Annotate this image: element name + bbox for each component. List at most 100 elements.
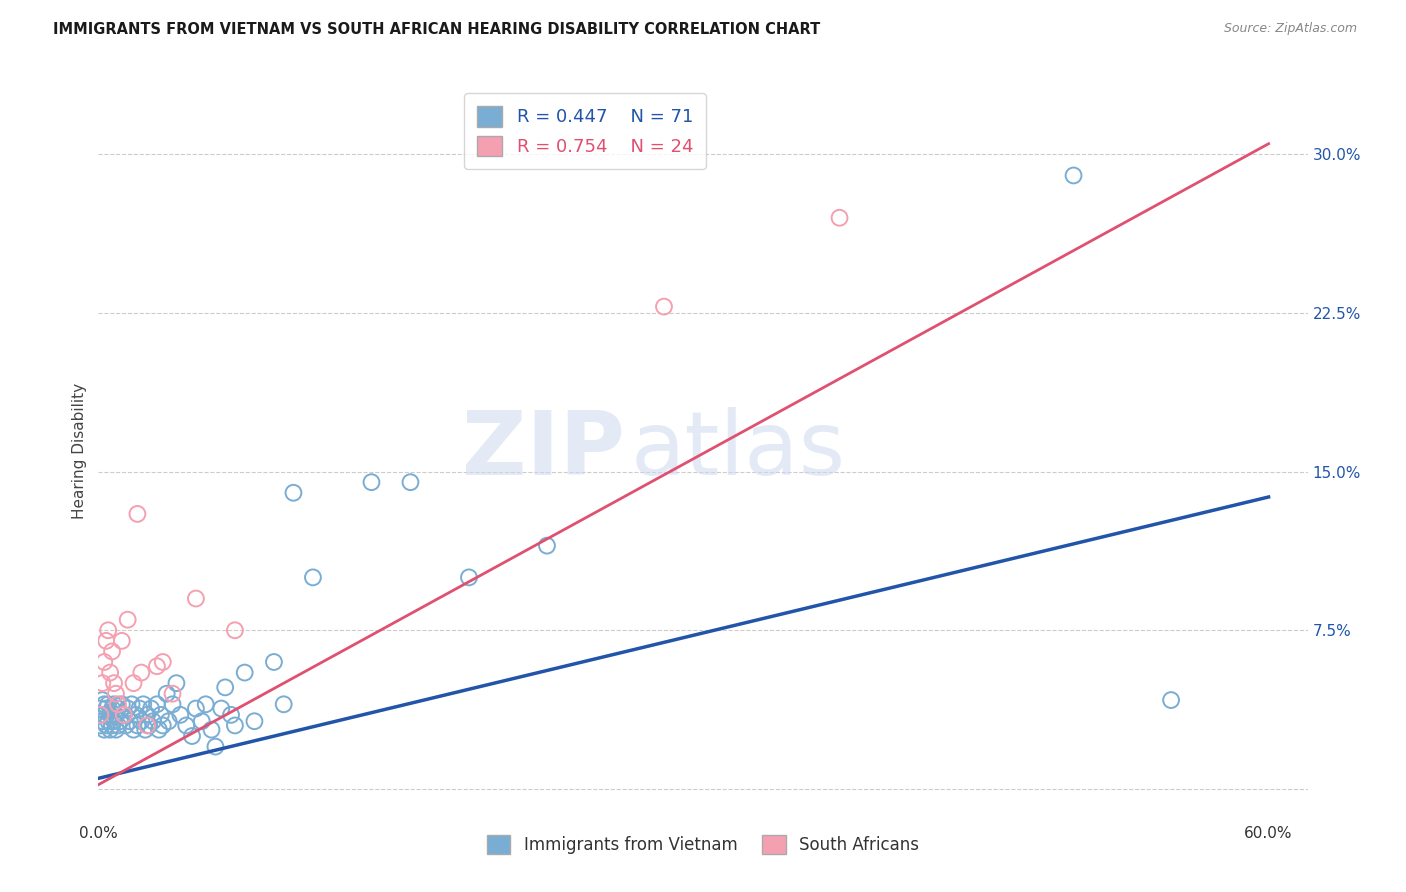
Point: [118, 714, 141, 729]
Point: [399, 475, 422, 490]
Point: [162, 687, 184, 701]
Point: [117, 613, 139, 627]
Point: [131, 714, 153, 729]
Point: [181, 729, 204, 743]
Point: [149, 707, 172, 722]
Point: [148, 723, 170, 737]
Point: [138, 718, 160, 732]
Point: [104, 687, 127, 701]
Point: [1063, 169, 1085, 183]
Point: [152, 718, 174, 732]
Point: [243, 714, 266, 729]
Point: [263, 655, 285, 669]
Point: [204, 739, 226, 754]
Text: atlas: atlas: [630, 407, 845, 494]
Point: [104, 707, 127, 722]
Point: [108, 714, 131, 729]
Point: [101, 718, 124, 732]
Point: [127, 718, 149, 732]
Point: [652, 300, 675, 314]
Text: Source: ZipAtlas.com: Source: ZipAtlas.com: [1223, 22, 1357, 36]
Point: [224, 624, 246, 638]
Text: ZIP: ZIP: [461, 407, 624, 494]
Point: [122, 723, 145, 737]
Point: [107, 698, 129, 712]
Point: [273, 698, 295, 712]
Point: [219, 707, 242, 722]
Point: [111, 698, 134, 712]
Point: [98, 707, 121, 722]
Point: [146, 698, 169, 712]
Point: [169, 707, 191, 722]
Point: [97, 714, 120, 729]
Point: [89, 718, 111, 732]
Point: [98, 665, 121, 680]
Point: [111, 633, 134, 648]
Point: [536, 539, 558, 553]
Point: [101, 644, 124, 658]
Point: [89, 701, 111, 715]
Point: [104, 723, 127, 737]
Y-axis label: Hearing Disability: Hearing Disability: [72, 383, 87, 518]
Point: [93, 655, 115, 669]
Point: [360, 475, 382, 490]
Point: [122, 676, 145, 690]
Point: [233, 665, 256, 680]
Point: [107, 701, 129, 715]
Point: [127, 507, 149, 521]
Point: [112, 707, 135, 722]
Point: [152, 655, 174, 669]
Point: [124, 707, 146, 722]
Point: [302, 570, 325, 584]
Point: [191, 714, 214, 729]
Point: [97, 624, 120, 638]
Point: [112, 707, 135, 722]
Point: [828, 211, 851, 225]
Point: [96, 633, 118, 648]
Point: [146, 659, 169, 673]
Point: [200, 723, 222, 737]
Point: [162, 698, 184, 712]
Point: [93, 723, 115, 737]
Point: [214, 681, 236, 695]
Point: [91, 714, 114, 729]
Point: [93, 707, 115, 722]
Point: [91, 693, 114, 707]
Point: [165, 676, 187, 690]
Point: [91, 676, 114, 690]
Point: [96, 701, 118, 715]
Point: [103, 698, 125, 712]
Text: IMMIGRANTS FROM VIETNAM VS SOUTH AFRICAN HEARING DISABILITY CORRELATION CHART: IMMIGRANTS FROM VIETNAM VS SOUTH AFRICAN…: [53, 22, 821, 37]
Point: [184, 701, 207, 715]
Point: [283, 485, 305, 500]
Point: [156, 687, 179, 701]
Point: [103, 714, 125, 729]
Point: [89, 707, 111, 722]
Point: [1160, 693, 1182, 707]
Point: [128, 701, 150, 715]
Point: [117, 701, 139, 715]
Point: [121, 698, 143, 712]
Point: [134, 723, 156, 737]
Point: [132, 698, 155, 712]
Point: [194, 698, 217, 712]
Point: [103, 676, 125, 690]
Point: [139, 701, 162, 715]
Point: [107, 718, 129, 732]
Point: [142, 714, 165, 729]
Point: [136, 707, 159, 722]
Point: [458, 570, 481, 584]
Legend: Immigrants from Vietnam, South Africans: Immigrants from Vietnam, South Africans: [481, 828, 925, 861]
Point: [184, 591, 207, 606]
Point: [114, 718, 136, 732]
Point: [93, 698, 115, 712]
Point: [224, 718, 246, 732]
Point: [98, 723, 121, 737]
Point: [209, 701, 232, 715]
Point: [101, 701, 124, 715]
Point: [96, 718, 118, 732]
Point: [97, 698, 120, 712]
Point: [136, 718, 159, 732]
Point: [131, 665, 153, 680]
Point: [157, 714, 180, 729]
